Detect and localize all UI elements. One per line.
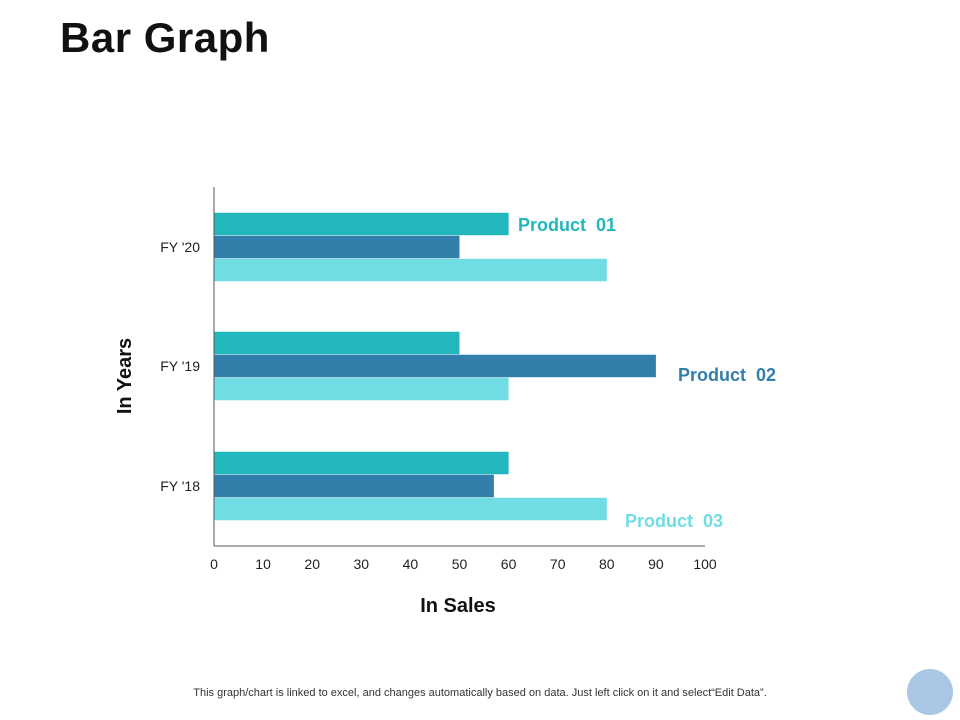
x-tick-label: 0 xyxy=(210,556,218,572)
bar-1-2 xyxy=(214,331,460,355)
x-tick-label: 90 xyxy=(648,556,664,572)
x-tick-label: 50 xyxy=(452,556,468,572)
x-tick-label: 80 xyxy=(599,556,615,572)
footer-note: This graph/chart is linked to excel, and… xyxy=(193,687,767,699)
x-tick-label: 60 xyxy=(501,556,517,572)
x-tick-label: 10 xyxy=(255,556,271,572)
x-tick-label: 100 xyxy=(693,556,717,572)
series-label-3: Product 03 xyxy=(625,511,723,531)
x-tick-label: 20 xyxy=(304,556,320,572)
bar-3-1 xyxy=(214,497,607,521)
y-tick-label: FY '18 xyxy=(160,478,200,494)
y-tick-label: FY '20 xyxy=(160,239,200,255)
bar-1-3 xyxy=(214,212,509,236)
x-axis-title: In Sales xyxy=(420,595,496,617)
series-label-2: Product 02 xyxy=(678,365,776,385)
decorative-circle xyxy=(907,669,953,715)
bar-2-3 xyxy=(214,235,460,259)
x-tick-label: 40 xyxy=(403,556,419,572)
y-tick-label: FY '19 xyxy=(160,358,200,374)
bar-3-2 xyxy=(214,377,509,401)
bar-1-1 xyxy=(214,451,509,475)
x-tick-label: 70 xyxy=(550,556,566,572)
bar-2-1 xyxy=(214,474,494,498)
series-label-1: Product 01 xyxy=(518,215,616,235)
bar-2-2 xyxy=(214,354,656,378)
bar-3-3 xyxy=(214,258,607,282)
x-tick-label: 30 xyxy=(354,556,370,572)
y-axis-title: In Years xyxy=(114,338,136,414)
page-title: Bar Graph xyxy=(60,14,270,61)
